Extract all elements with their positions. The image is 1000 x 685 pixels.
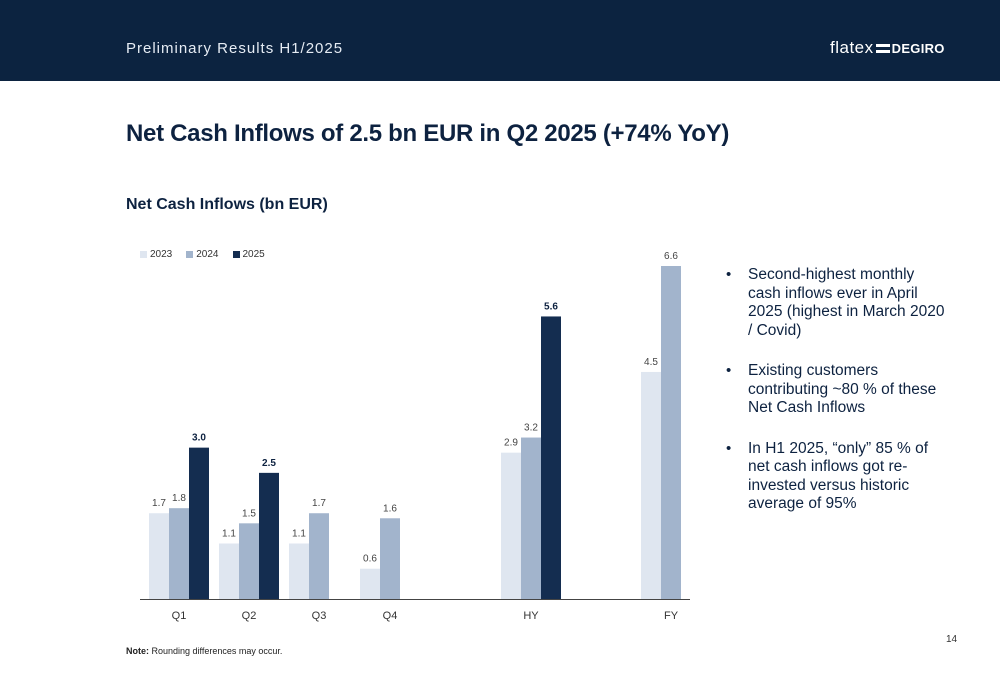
data-label-Q4-2023: 0.6 [363,554,377,565]
footnote-label: Note: [126,646,149,656]
legend-swatch-2023 [140,251,147,258]
data-label-Q2-2023: 1.1 [222,529,236,540]
bar-Q3-2023 [289,543,309,599]
company-logo: flatex DEGIRO [830,38,945,58]
data-label-Q4-2024: 1.6 [383,503,397,514]
data-label-Q1-2023: 1.7 [152,498,166,509]
key-point-3: In H1 2025, “only” 85 % of net cash infl… [726,440,946,514]
data-label-Q3-2023: 1.1 [292,529,306,540]
footnote: Note: Rounding differences may occur. [126,646,282,656]
bar-Q2-2023 [219,543,239,599]
bar-Q3-2024 [309,513,329,599]
key-points-list: Second-highest monthly cash inflows ever… [726,266,946,536]
bar-Q1-2023 [149,513,169,599]
legend-item-2023: 2023 [140,249,172,260]
bar-HY-2024 [521,437,541,599]
data-label-Q2-2025: 2.5 [262,458,276,469]
x-tick-label-FY: FY [664,610,679,622]
x-tick-label-Q1: Q1 [172,610,187,622]
data-label-HY-2023: 2.9 [504,438,518,449]
header-bar: Preliminary Results H1/2025 flatex DEGIR… [0,0,1000,81]
bar-Q4-2023 [360,568,380,599]
page-number: 14 [946,634,958,645]
bar-Q1-2024 [169,508,189,599]
chart-legend: 2023 2024 2025 [140,249,265,260]
data-label-Q1-2024: 1.8 [172,493,186,504]
legend-label-2023: 2023 [150,249,173,260]
legend-label-2024: 2024 [196,249,219,260]
key-point-2: Existing customers contributing ~80 % of… [726,362,946,418]
legend-label-2025: 2025 [242,249,265,260]
data-label-FY-2023: 4.5 [644,357,658,368]
slide-title: Net Cash Inflows of 2.5 bn EUR in Q2 202… [126,120,730,147]
legend-item-2024: 2024 [186,249,219,260]
bar-FY-2024 [661,266,681,599]
legend-item-2025: 2025 [232,249,265,260]
logo-bars-icon [875,43,890,53]
bar-HY-2025 [541,316,561,599]
legend-swatch-2025 [232,251,240,258]
data-label-Q3-2024: 1.7 [312,498,326,509]
bar-HY-2023 [501,452,521,599]
presentation-subtitle: Preliminary Results H1/2025 [126,40,344,57]
logo-text-flatex: flatex [830,38,874,57]
bar-Q4-2024 [380,518,400,599]
x-tick-label-Q2: Q2 [242,610,257,622]
legend-swatch-2024 [186,251,194,258]
data-label-HY-2024: 3.2 [524,423,538,434]
chart-title: Net Cash Inflows (bn EUR) [126,196,328,213]
x-tick-label-Q4: Q4 [383,610,398,622]
bar-Q2-2024 [239,523,259,599]
footnote-text: Rounding differences may occur. [149,646,283,656]
data-label-FY-2024: 6.6 [664,251,678,262]
x-tick-label-Q3: Q3 [312,610,327,622]
data-label-Q1-2025: 3.0 [192,433,206,444]
key-point-1: Second-highest monthly cash inflows ever… [726,266,946,340]
x-tick-label-HY: HY [523,610,539,622]
logo-text-degiro: DEGIRO [891,40,945,56]
data-label-Q2-2024: 1.5 [242,508,256,519]
data-label-HY-2025: 5.6 [544,301,558,312]
bar-Q2-2025 [259,472,279,599]
bar-Q1-2025 [189,447,209,599]
bar-FY-2023 [641,371,661,599]
